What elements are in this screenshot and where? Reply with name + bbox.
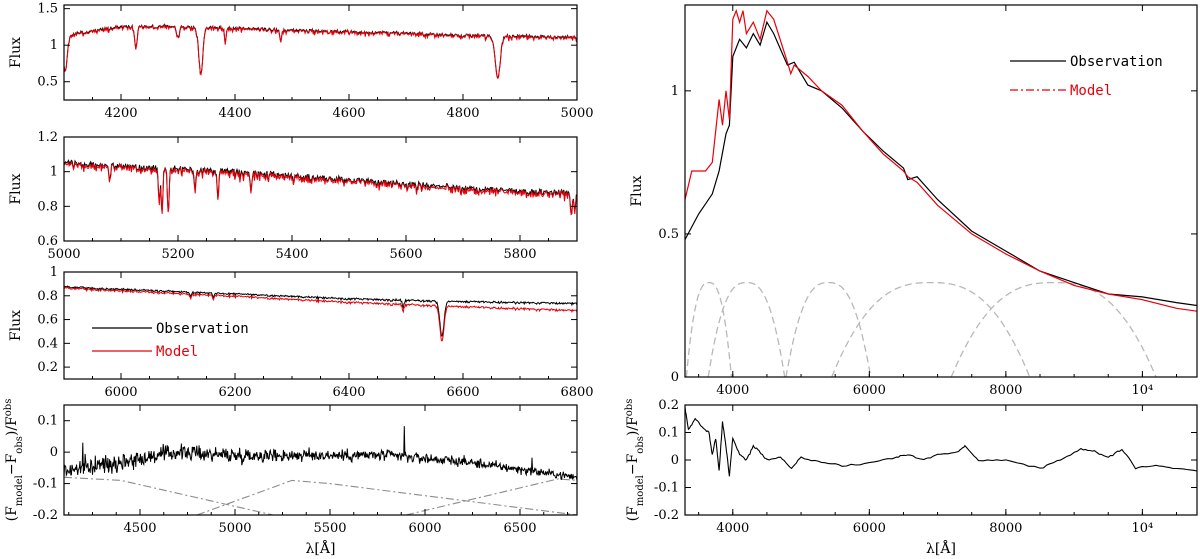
p5-xtick-label: 6000 (853, 383, 886, 398)
p3-frame (63, 271, 578, 380)
p5-filter-curve (950, 281, 1157, 377)
p3-ytick-label: 0.2 (37, 360, 58, 375)
p4-frame (63, 404, 578, 516)
p3-model-line (64, 286, 577, 342)
p2-ytick-label: 0.8 (37, 199, 58, 214)
p1-frame (63, 4, 578, 101)
p4-xtick-label: 5000 (218, 521, 251, 536)
p6-ylabel: (Fmodel−Fobs)/Fobs (624, 399, 646, 522)
p3-xtick-label: 6800 (560, 385, 593, 400)
p2-panel: 5000 5200 5400 5600 5800 0.6 0.8 1 1.2 Flux (8, 130, 578, 262)
p1-ytick-label: 0.5 (37, 75, 58, 90)
p3-panel: 6000 6200 6400 6600 6800 0.2 0.4 0.6 0.8 1 Flux Obs… (8, 265, 594, 400)
p2-model-line (64, 160, 577, 216)
p6-ytick-label: 0 (671, 453, 679, 468)
p1-xtick-label: 5000 (560, 106, 593, 121)
p2-xtick-label: 5200 (161, 247, 194, 262)
p6-residual-line (685, 407, 1197, 477)
p6-ytick-label: 0.1 (658, 426, 679, 441)
p3-ytick-label: 0.8 (37, 289, 58, 304)
p2-ytick-label: 1.2 (37, 130, 58, 145)
p5-xtick-label: 10⁴ (1132, 383, 1154, 398)
p5-filter-curve (831, 281, 1031, 377)
p6-xtick-label: 8000 (989, 521, 1022, 536)
p5-frame (684, 4, 1198, 378)
p4-ylabel: (Fmodel−Fobs)/Fobs (3, 399, 25, 522)
p6-panel: 4000 6000 8000 10⁴ -0.2 -0.1 0 0.1 0.2 (Fmodel−Fo… (624, 398, 1198, 557)
p2-ytick-label: 1 (50, 165, 58, 180)
p1-ylabel: Flux (8, 37, 24, 68)
p1-xtick-label: 4600 (332, 106, 365, 121)
p6-xtick-label: 10⁴ (1132, 521, 1154, 536)
p4-xlabel: λ[Å] (306, 539, 336, 557)
p5-filter-curve (685, 281, 733, 377)
p6-xtick-label: 6000 (853, 521, 886, 536)
p5-model-line (685, 8, 1197, 312)
p6-xlabel: λ[Å] (926, 539, 956, 557)
p3-xtick-label: 6400 (332, 385, 365, 400)
p2-ylabel: Flux (8, 173, 24, 204)
p1-xtick-label: 4400 (218, 106, 251, 121)
p6-ytick-label: -0.2 (654, 508, 679, 523)
p4-residual-line (64, 426, 577, 481)
p4-xtick-label: 6500 (503, 521, 536, 536)
p2-observation-line (64, 159, 577, 215)
p4-filter-curve (405, 478, 577, 515)
p3-xtick-label: 6200 (218, 385, 251, 400)
p5-filter-curve (785, 281, 872, 377)
p5-legend-observation-label: Observation (1070, 54, 1163, 70)
p2-xtick-label: 5600 (389, 247, 422, 262)
p3-legend-model-label: Model (156, 344, 198, 360)
p2-xtick-label: 5400 (275, 247, 308, 262)
p4-ytick-label: 0.1 (37, 414, 58, 429)
p5-ytick-label: 0 (671, 370, 679, 385)
p4-panel: 4500 5000 5500 6000 6500 -0.2 -0.1 0 0.1 (Fmodel−… (3, 399, 578, 557)
p1-model-line (64, 23, 577, 80)
p3-xtick-label: 6600 (446, 385, 479, 400)
p5-legend-model-label: Model (1070, 83, 1112, 99)
p5-xtick-label: 4000 (716, 383, 749, 398)
p3-observation-line (64, 285, 577, 337)
p1-panel: 4200 4400 4600 4800 5000 0.5 1 1.5 Flux (8, 2, 594, 121)
p6-ytick-label: -0.1 (654, 481, 679, 496)
p6-ytick-label: 0.2 (658, 398, 679, 413)
p5-ytick-label: 0.5 (658, 227, 679, 242)
p3-xtick-label: 6000 (104, 385, 137, 400)
p3-ytick-label: 1 (50, 265, 58, 280)
p4-filter-curve (64, 476, 274, 515)
p4-filter-curve (196, 479, 577, 515)
p4-xtick-label: 4500 (123, 521, 156, 536)
p5-filter-curve (707, 281, 786, 377)
p6-xtick-label: 4000 (716, 521, 749, 536)
p2-xtick-label: 5000 (47, 247, 80, 262)
p3-ytick-label: 0.6 (37, 313, 58, 328)
p4-ytick-label: -0.2 (33, 508, 58, 523)
p5-panel: 4000 6000 8000 10⁴ 0 0.5 1 Flux Observation Model (629, 4, 1198, 398)
p1-ytick-label: 1 (50, 38, 58, 53)
p4-xtick-label: 6000 (408, 521, 441, 536)
p2-ytick-label: 0.6 (37, 234, 58, 249)
p6-frame (684, 404, 1198, 516)
p5-xtick-label: 8000 (989, 383, 1022, 398)
p5-ytick-label: 1 (671, 84, 679, 99)
p5-ylabel: Flux (629, 175, 645, 206)
p1-xtick-label: 4200 (104, 106, 137, 121)
p4-xtick-label: 5500 (313, 521, 346, 536)
p3-ytick-label: 0.4 (37, 336, 58, 351)
p3-ylabel: Flux (8, 310, 24, 341)
p4-ytick-label: -0.1 (33, 477, 58, 492)
p4-ytick-label: 0 (50, 445, 58, 460)
p3-legend-observation-label: Observation (156, 321, 249, 337)
p2-xtick-label: 5800 (503, 247, 536, 262)
p1-ytick-label: 1.5 (37, 2, 58, 17)
p1-xtick-label: 4800 (446, 106, 479, 121)
